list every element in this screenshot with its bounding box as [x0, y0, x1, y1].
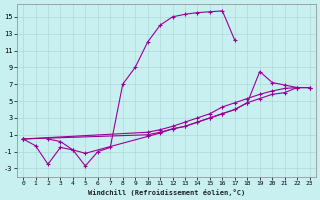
X-axis label: Windchill (Refroidissement éolien,°C): Windchill (Refroidissement éolien,°C)	[88, 189, 245, 196]
